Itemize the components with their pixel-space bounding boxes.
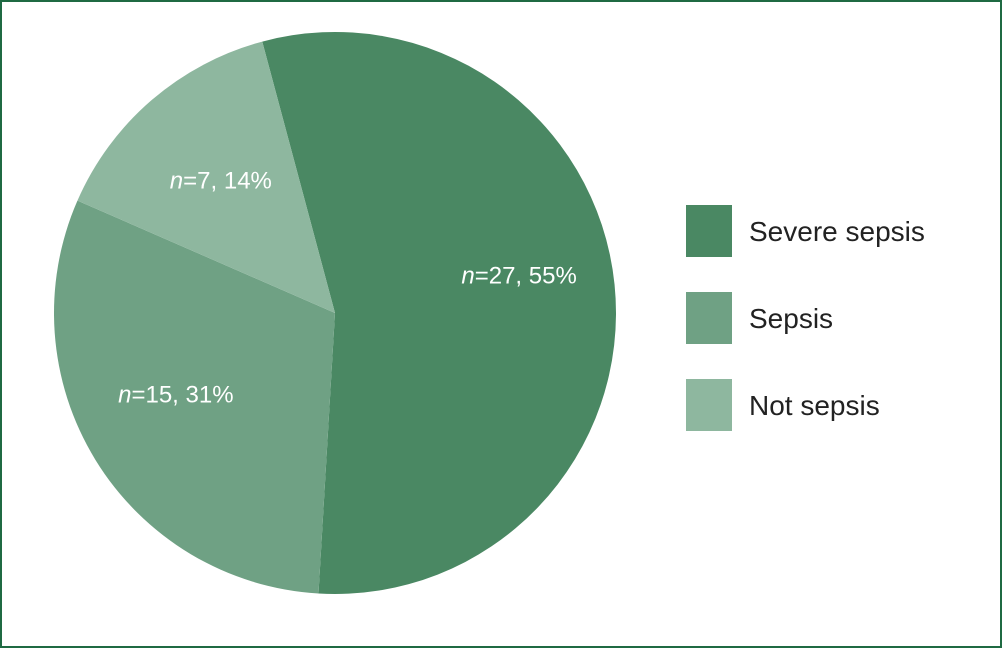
legend-swatch-sepsis xyxy=(686,292,732,344)
legend: Severe sepsis Sepsis Not sepsis xyxy=(686,205,925,431)
slice-label-value: =15, 31% xyxy=(131,382,233,409)
pie-slices xyxy=(53,31,617,594)
pie-slice-sepsis xyxy=(53,200,335,594)
slice-label-value: =7, 14% xyxy=(183,167,272,194)
legend-label-severe-sepsis: Severe sepsis xyxy=(749,216,925,247)
legend-label-not-sepsis: Not sepsis xyxy=(749,390,880,421)
pie-slice-severe-sepsis xyxy=(262,31,617,594)
slice-label-sepsis: n=15, 31% xyxy=(118,382,233,409)
slice-label-n: n xyxy=(461,262,474,289)
pie-slice-not-sepsis xyxy=(77,41,335,314)
slice-label-n: n xyxy=(170,167,183,194)
legend-swatch-not-sepsis xyxy=(686,379,732,431)
slice-label-value: =27, 55% xyxy=(475,262,577,289)
legend-swatch-severe-sepsis xyxy=(686,205,732,257)
slice-label-severe-sepsis: n=27, 55% xyxy=(461,262,576,289)
slice-label-not-sepsis: n=7, 14% xyxy=(170,167,272,194)
legend-label-sepsis: Sepsis xyxy=(749,303,833,334)
slice-label-n: n xyxy=(118,382,131,409)
pie-slice-labels: n=27, 55%n=15, 31%n=7, 14% xyxy=(118,167,577,408)
